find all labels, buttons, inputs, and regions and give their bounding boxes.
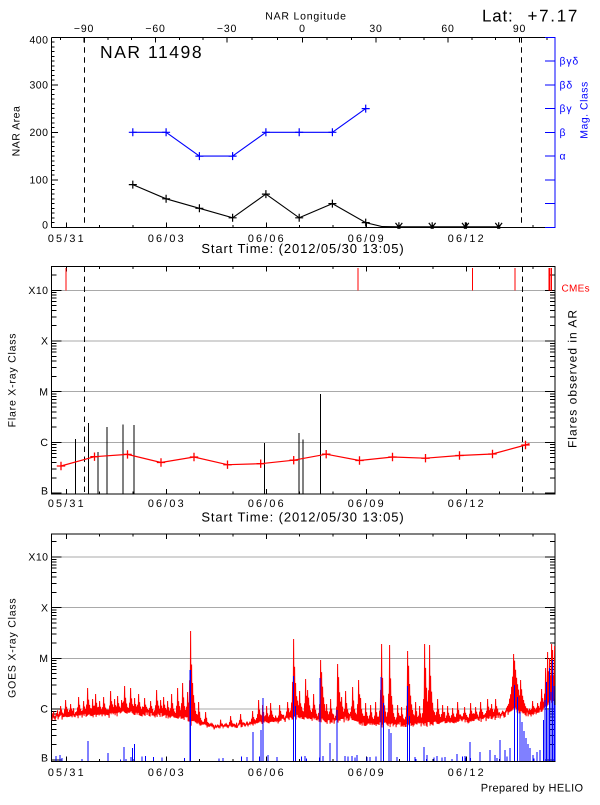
svg-text:βδ: βδ [560, 79, 573, 91]
svg-text:X10: X10 [28, 552, 48, 564]
svg-text:0: 0 [42, 220, 48, 232]
svg-text:X: X [41, 602, 49, 614]
svg-text:Flares observed in AR: Flares observed in AR [566, 309, 580, 448]
svg-text:C: C [40, 704, 48, 716]
svg-text:200: 200 [29, 127, 48, 139]
svg-text:+7.17: +7.17 [528, 7, 580, 26]
svg-text:60: 60 [441, 23, 454, 35]
svg-text:05/31: 05/31 [48, 767, 86, 779]
svg-text:06/06: 06/06 [248, 498, 286, 510]
svg-text:−30: −30 [217, 23, 237, 35]
svg-text:06/09: 06/09 [348, 498, 386, 510]
svg-text:06/09: 06/09 [348, 767, 386, 779]
svg-text:βγ: βγ [560, 103, 573, 115]
svg-text:NAR Longitude: NAR Longitude [265, 11, 347, 23]
svg-text:βγδ: βγδ [560, 56, 580, 68]
svg-text:Prepared by HELIO: Prepared by HELIO [481, 783, 584, 795]
svg-text:0: 0 [299, 23, 306, 35]
svg-text:M: M [39, 386, 48, 398]
svg-text:06/03: 06/03 [148, 233, 186, 245]
svg-text:−90: −90 [74, 23, 94, 35]
svg-text:90: 90 [513, 23, 526, 35]
svg-text:C: C [40, 437, 48, 449]
svg-text:06/06: 06/06 [248, 233, 286, 245]
svg-text:Flare X-ray Class: Flare X-ray Class [7, 333, 19, 428]
svg-text:06/03: 06/03 [148, 498, 186, 510]
svg-text:CMEs: CMEs [562, 284, 590, 295]
svg-text:X: X [41, 336, 49, 348]
svg-text:Mag. Class: Mag. Class [579, 81, 591, 139]
svg-text:Lat:: Lat: [482, 7, 514, 26]
svg-text:B: B [41, 752, 49, 764]
svg-text:400: 400 [29, 35, 48, 47]
svg-text:NAR 11498: NAR 11498 [100, 42, 203, 62]
svg-text:30: 30 [369, 23, 382, 35]
svg-text:α: α [560, 151, 567, 163]
svg-text:06/12: 06/12 [448, 498, 486, 510]
svg-text:M: M [39, 653, 48, 665]
svg-text:X10: X10 [28, 285, 48, 297]
svg-text:06/06: 06/06 [248, 767, 286, 779]
svg-text:06/12: 06/12 [448, 767, 486, 779]
svg-text:B: B [41, 485, 49, 497]
svg-text:05/31: 05/31 [48, 498, 86, 510]
svg-text:05/31: 05/31 [48, 233, 86, 245]
svg-text:06/09: 06/09 [348, 233, 386, 245]
svg-text:06/12: 06/12 [448, 233, 486, 245]
svg-text:300: 300 [29, 79, 48, 91]
svg-text:GOES X-ray Class: GOES X-ray Class [7, 598, 19, 698]
svg-text:100: 100 [29, 174, 48, 186]
svg-text:NAR Area: NAR Area [11, 106, 23, 157]
svg-text:Start Time: (2012/05/30 13:05): Start Time: (2012/05/30 13:05) [201, 241, 404, 256]
svg-text:−60: −60 [145, 23, 165, 35]
svg-text:β: β [560, 127, 567, 139]
svg-text:Start Time: (2012/05/30 13:05): Start Time: (2012/05/30 13:05) [201, 510, 404, 525]
svg-text:06/03: 06/03 [148, 767, 186, 779]
